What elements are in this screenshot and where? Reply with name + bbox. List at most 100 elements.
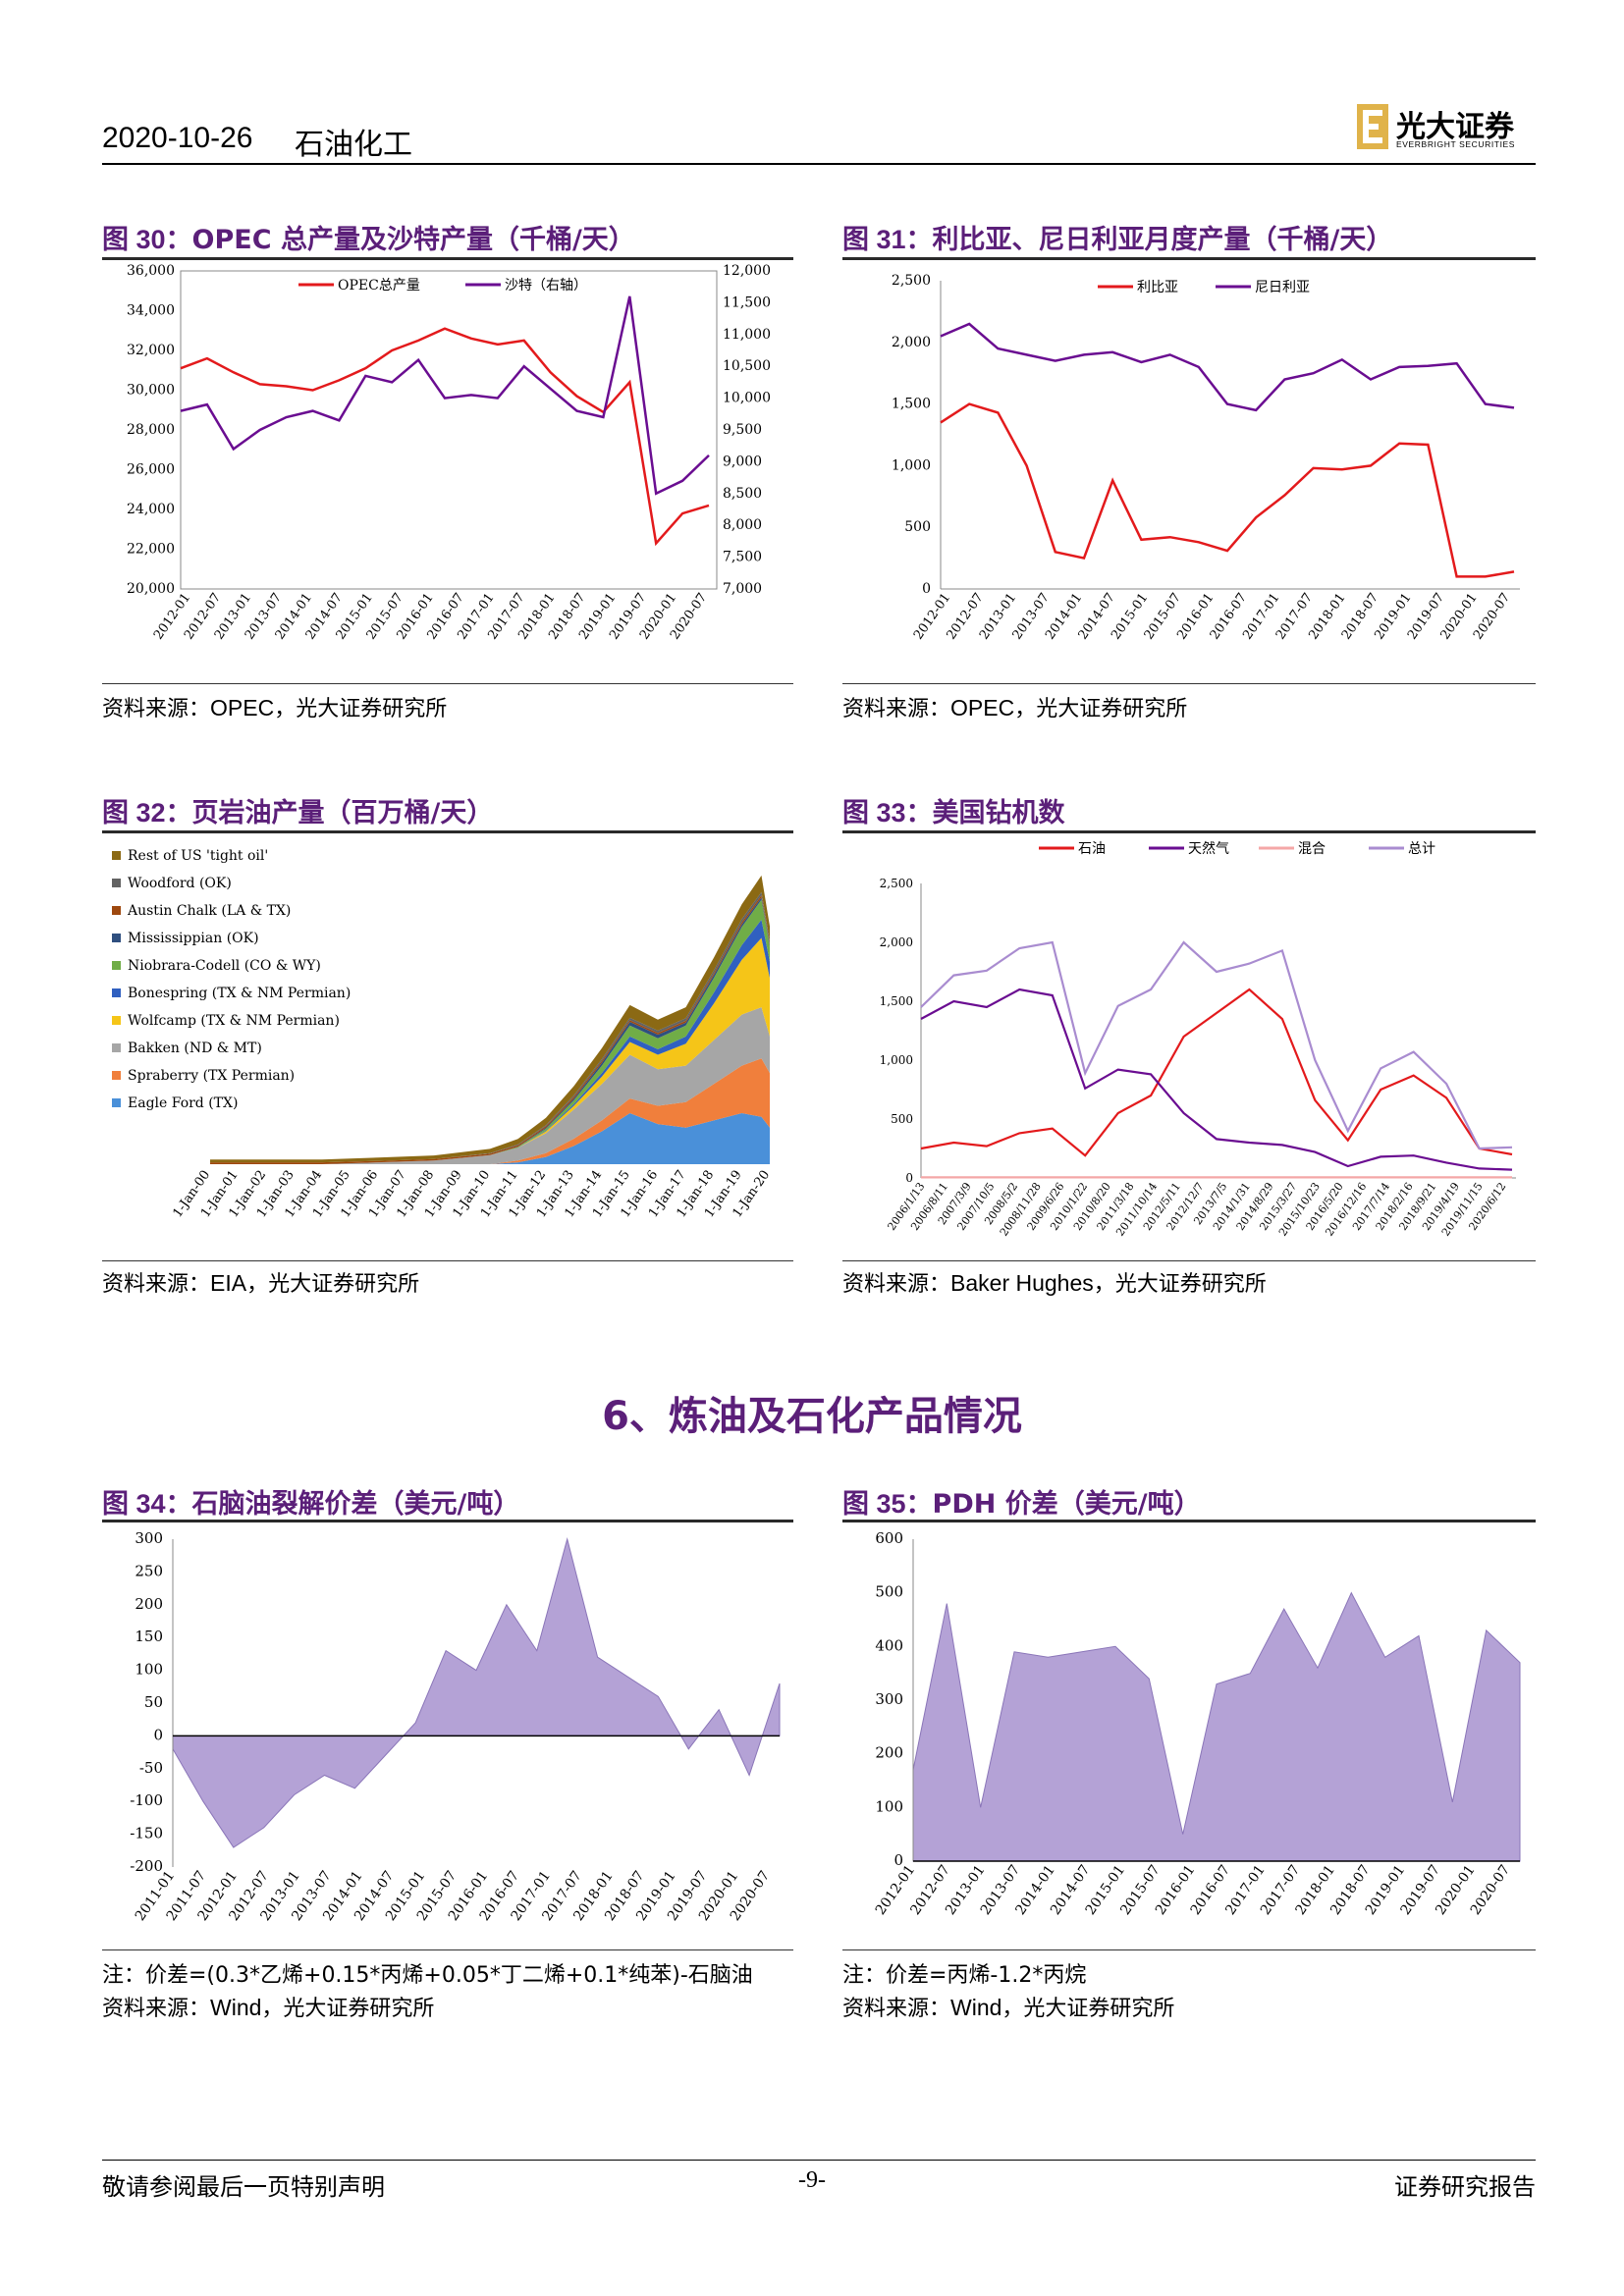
legend-label: Eagle Ford (TX) bbox=[128, 1095, 238, 1111]
us-rig-count-chart: 05001,0001,5002,0002,5002006/1/132006/8/… bbox=[880, 840, 1516, 1239]
source-prefix: 资料来源： bbox=[102, 1272, 211, 1297]
y-tick-label: 8,000 bbox=[723, 517, 762, 533]
legend-label: 混合 bbox=[1298, 841, 1326, 857]
y-tick-label: 0 bbox=[905, 1171, 913, 1185]
legend-swatch bbox=[112, 1071, 121, 1080]
legend-label: 总计 bbox=[1408, 841, 1435, 857]
y-tick-label: 100 bbox=[875, 1797, 903, 1815]
legend-label: Wolfcamp (TX & NM Permian) bbox=[128, 1013, 340, 1029]
y-tick-label: 12,000 bbox=[723, 263, 771, 279]
figure-34-source: 资料来源：Wind，光大证券研究所 bbox=[102, 1991, 434, 2022]
figure-35-title: 图 35：PDH 价差（美元/吨） bbox=[842, 1482, 1201, 1521]
source-suffix: ，光大证券研究所 bbox=[1001, 1997, 1175, 2021]
shale-area-spraberry bbox=[210, 1058, 770, 1164]
figure-33-title: 图 33：美国钻机数 bbox=[842, 791, 1065, 829]
y-tick-label: -150 bbox=[130, 1825, 163, 1842]
y-tick-label: 22,000 bbox=[127, 542, 175, 558]
y-tick-label: 300 bbox=[135, 1529, 163, 1547]
y-tick-label: 9,000 bbox=[723, 454, 762, 469]
y-tick-label: 8,500 bbox=[723, 486, 762, 502]
figure-35-caption: ：PDH 价差（美元/吨） bbox=[905, 1489, 1201, 1520]
figure-33-rule bbox=[842, 830, 1536, 833]
source-name: OPEC bbox=[950, 695, 1015, 721]
y-tick-label: -50 bbox=[139, 1759, 163, 1777]
logo-text-en: EVERBRIGHT SECURITIES bbox=[1396, 139, 1516, 149]
figure-31-rule bbox=[842, 257, 1536, 260]
legend-swatch bbox=[112, 934, 121, 942]
y-tick-label: 28,000 bbox=[127, 422, 175, 438]
legend-label: Rest of US 'tight oil' bbox=[128, 848, 268, 864]
y-tick-label: 300 bbox=[875, 1690, 903, 1708]
source-name: EIA bbox=[210, 1270, 247, 1296]
y-tick-label: -100 bbox=[130, 1791, 163, 1809]
figure-35-label: 图 35 bbox=[842, 1489, 906, 1519]
y-tick-label: 50 bbox=[144, 1693, 163, 1711]
legend-swatch bbox=[112, 1043, 121, 1052]
libya-nigeria-production-chart: 05001,0001,5002,0002,5002012-012012-0720… bbox=[892, 273, 1520, 643]
figure-31-caption: ：利比亚、尼日利亚月度产量（千桶/天） bbox=[905, 225, 1393, 255]
legend-swatch bbox=[112, 988, 121, 997]
source-prefix: 资料来源： bbox=[102, 1997, 211, 2021]
source-prefix: 资料来源： bbox=[842, 1997, 951, 2021]
source-name: Baker Hughes bbox=[950, 1270, 1094, 1296]
report-date: 2020-10-26 bbox=[102, 122, 253, 154]
figure-32-caption: ：页岩油产量（百万桶/天） bbox=[165, 798, 494, 828]
y-tick-label: 2,000 bbox=[880, 935, 913, 949]
legend-swatch bbox=[112, 1016, 121, 1025]
libya-line bbox=[940, 402, 1515, 578]
y-tick-label: 600 bbox=[875, 1529, 903, 1547]
source-suffix: ，光大证券研究所 bbox=[261, 1997, 435, 2021]
footer-report-type: 证券研究报告 bbox=[1394, 2173, 1536, 2201]
y-tick-label: 250 bbox=[135, 1562, 163, 1579]
source-name: Wind bbox=[950, 1995, 1002, 2020]
nigeria-line bbox=[940, 322, 1515, 412]
y-tick-label: 100 bbox=[135, 1661, 163, 1679]
source-prefix: 资料来源： bbox=[842, 697, 951, 721]
y-tick-label: 0 bbox=[922, 581, 931, 597]
figure-31-label: 图 31 bbox=[842, 225, 906, 254]
y-tick-label: 10,000 bbox=[723, 391, 771, 406]
y-tick-label: 26,000 bbox=[127, 462, 175, 478]
legend-swatch bbox=[112, 906, 121, 915]
spread-area bbox=[172, 1537, 781, 1848]
y-tick-label: 500 bbox=[875, 1583, 903, 1601]
source-suffix: ，光大证券研究所 bbox=[274, 697, 448, 721]
y-tick-label: 500 bbox=[904, 519, 931, 535]
y-tick-label: 24,000 bbox=[127, 502, 175, 517]
figure-34-note: 注：价差=(0.3*乙烯+0.15*丙烯+0.05*丁二烯+0.1*纯苯)-石脑… bbox=[102, 1963, 753, 1988]
y-tick-label: 9,500 bbox=[723, 422, 762, 438]
y-tick-label: 0 bbox=[893, 1851, 903, 1869]
legend-label: Woodford (OK) bbox=[128, 876, 232, 891]
y-tick-label: 10,500 bbox=[723, 358, 771, 374]
figure-32-label: 图 32 bbox=[102, 798, 166, 828]
y-tick-label: 200 bbox=[875, 1744, 903, 1762]
figure-30-label: 图 30 bbox=[102, 225, 166, 254]
shale-area-bakken bbox=[210, 1007, 770, 1164]
report-sector: 石油化工 bbox=[295, 128, 412, 162]
opec-saudi-production-chart: 20,000 22,000 24,000 26,000 28,000 30,000 32,0… bbox=[127, 263, 771, 643]
y-tick-label: 34,000 bbox=[127, 303, 175, 319]
legend-label: 天然气 bbox=[1188, 840, 1229, 857]
y-tick-label: 20,000 bbox=[127, 581, 175, 597]
figure-30-rule bbox=[102, 257, 793, 260]
figure-34-label: 图 34 bbox=[102, 1489, 166, 1519]
page-number: -9- bbox=[798, 2167, 826, 2193]
y-tick-label: 2,000 bbox=[892, 335, 931, 350]
y-tick-label: 400 bbox=[875, 1636, 903, 1654]
company-logo: 光大证券 EVERBRIGHT SECURITIES bbox=[1357, 102, 1534, 153]
footer-divider bbox=[102, 2160, 1536, 2161]
y-tick-label: 0 bbox=[153, 1726, 163, 1743]
figure-32-source: 资料来源：EIA，光大证券研究所 bbox=[102, 1266, 419, 1298]
source-prefix: 资料来源： bbox=[842, 1272, 951, 1297]
figure-33-caption: ：美国钻机数 bbox=[905, 798, 1065, 828]
header-divider bbox=[102, 163, 1536, 165]
section-heading: 6、炼油及石化产品情况 bbox=[602, 1394, 1022, 1439]
figure-30-chart-area: 20,000 22,000 24,000 26,000 28,000 30,000 32,0… bbox=[102, 261, 793, 684]
plot-frame bbox=[180, 270, 718, 590]
figure-35-source: 资料来源：Wind，光大证券研究所 bbox=[842, 1991, 1174, 2022]
source-name: OPEC bbox=[210, 695, 275, 721]
figure-35-chart-area: 0 100 200 300 400 500 600 2012-01 2012-07 2013-01… bbox=[842, 1523, 1536, 1950]
figure-33-source: 资料来源：Baker Hughes，光大证券研究所 bbox=[842, 1266, 1267, 1298]
figure-34-caption: ：石脑油裂解价差（美元/吨） bbox=[165, 1489, 520, 1520]
figure-35-rule bbox=[842, 1520, 1536, 1522]
